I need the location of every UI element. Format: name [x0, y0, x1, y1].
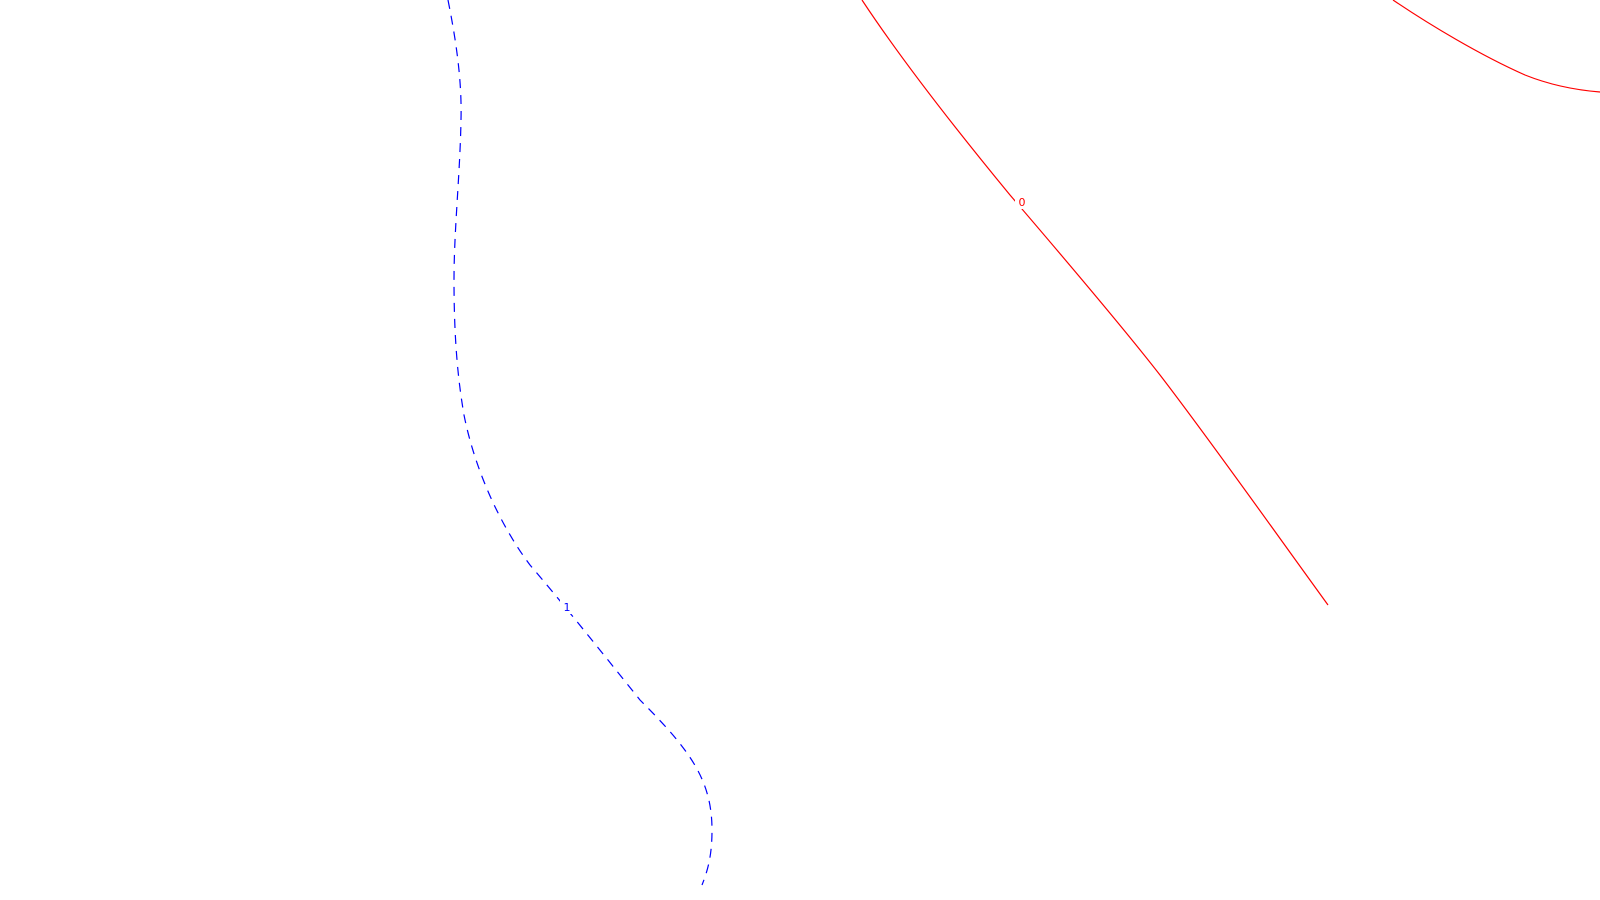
label-gap-1 [560, 598, 574, 614]
contour-line-level-0 [861, 0, 1329, 606]
contour-label-0: 0 [1019, 196, 1026, 209]
contour-line-arc [1392, 0, 1600, 93]
label-gap-0 [1015, 193, 1029, 209]
contour-line-level-1 [447, 0, 713, 886]
contour-label-1: 1 [564, 601, 571, 614]
